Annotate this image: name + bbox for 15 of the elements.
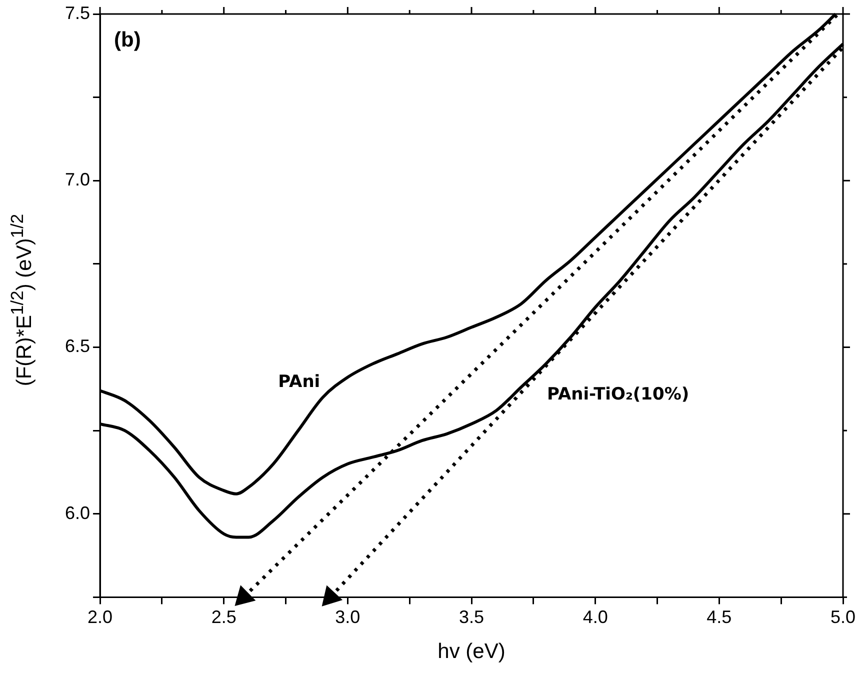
y-tick-label: 7.5 bbox=[64, 2, 90, 23]
y-tick-label: 6.5 bbox=[64, 336, 90, 356]
x-tick-label: 4.5 bbox=[706, 606, 732, 627]
annotation: (b) bbox=[114, 28, 141, 52]
x-axis-title: hv (eV) bbox=[438, 640, 506, 664]
series-label: PAni bbox=[278, 372, 320, 392]
x-tick-label: 4.0 bbox=[582, 606, 608, 627]
y-tick-label: 7.0 bbox=[64, 170, 90, 190]
x-tick-label: 2.5 bbox=[211, 606, 236, 627]
x-tick-label: 3.0 bbox=[335, 606, 360, 627]
x-tick-label: 2.0 bbox=[88, 606, 113, 627]
series-label: PAni-TiO₂(10%) bbox=[547, 384, 690, 405]
x-tick-label: 3.5 bbox=[458, 606, 484, 627]
x-tick-label: 5.0 bbox=[830, 606, 856, 627]
y-tick-label: 6.0 bbox=[64, 502, 90, 523]
